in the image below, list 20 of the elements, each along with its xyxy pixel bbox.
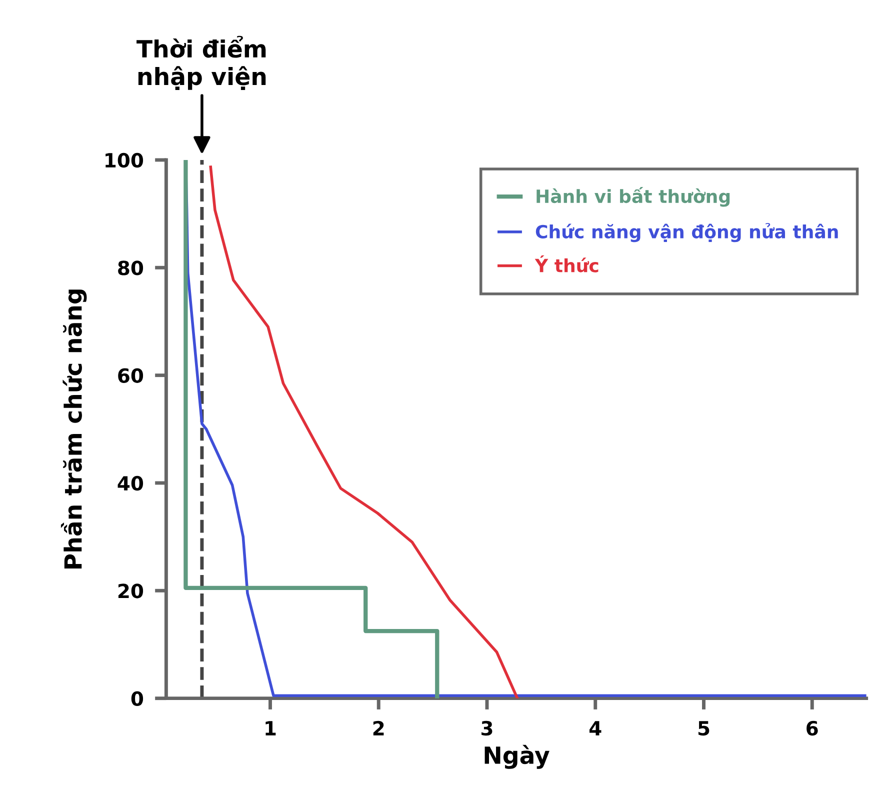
y-tick-label: 20	[118, 584, 144, 598]
y-tick-label: 100	[106, 152, 144, 168]
x-tick-label: 3	[482, 720, 492, 736]
x-tick-label: 5	[698, 721, 710, 736]
legend-label: Ý thức	[534, 255, 598, 272]
legend-label: Hành vi bất thường	[536, 187, 730, 207]
x-tick-label: 4	[589, 721, 602, 736]
y-tick-label: 40	[118, 476, 144, 491]
line-series	[209, 166, 519, 698]
line-series	[184, 160, 440, 698]
y-tick-label: 0	[131, 691, 144, 706]
ref-line-label: Thời điểm nhập viện	[136, 36, 266, 90]
x-tick-label: 2	[373, 720, 384, 736]
x-tick-label: 1	[266, 721, 276, 736]
y-tick-label: 60	[118, 368, 144, 383]
y-tick-label: 80	[118, 260, 144, 276]
x-tick-label: 6	[806, 720, 818, 736]
x-axis-title: Ngày	[484, 744, 550, 769]
legend-label: Chức năng vận động nửa thân	[536, 222, 838, 242]
y-axis-title: Phần trăm chức năng	[60, 290, 87, 568]
